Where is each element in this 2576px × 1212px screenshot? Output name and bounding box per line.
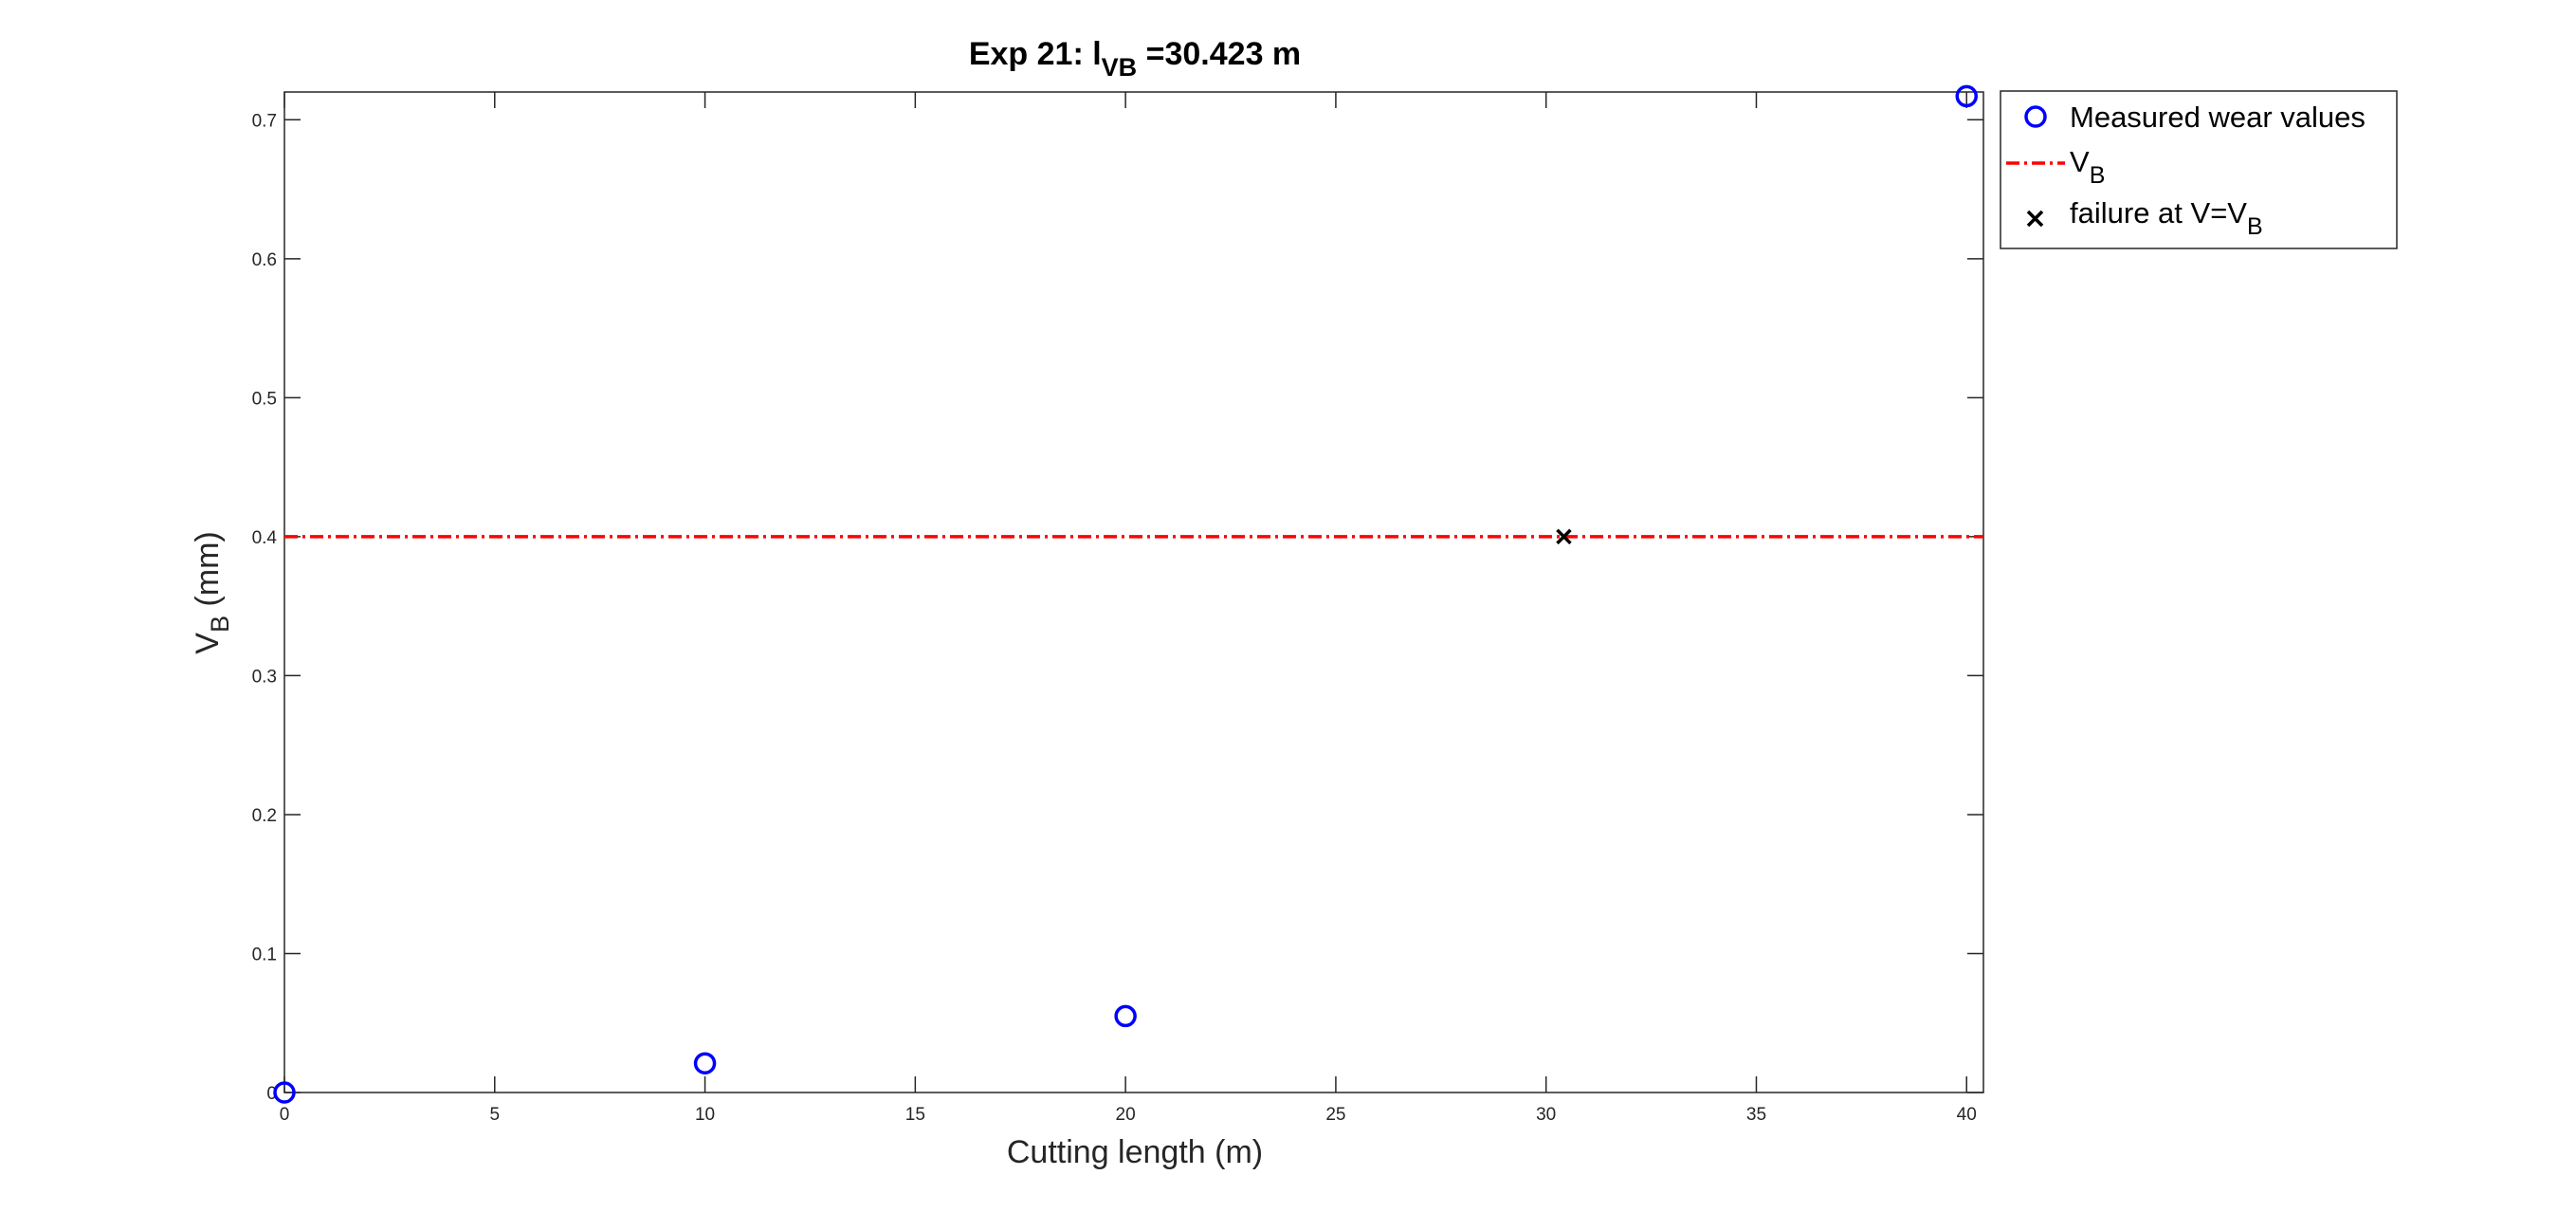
measured-wear-point: [1114, 1004, 1137, 1028]
legend-vb-main: V: [2070, 145, 2090, 178]
y-axis-ticks: 0 0.1 0.2 0.3 0.4 0.5 0.6 0.7: [252, 111, 1983, 1104]
x-tick-label: 10: [695, 1105, 715, 1125]
measured-wear-point: [273, 1081, 296, 1104]
legend-label-failure: failure at V=VB: [2070, 196, 2263, 240]
legend-failure-subscript: B: [2247, 213, 2263, 240]
y-tick-label: 0.4: [252, 528, 278, 548]
x-tick-label: 35: [1746, 1105, 1766, 1125]
legend: Measured wear values VB failure at V=VB: [2000, 90, 2398, 249]
x-tick-label: 25: [1325, 1105, 1345, 1125]
legend-marker-failure: [2026, 210, 2044, 228]
legend-box: [2000, 90, 2398, 249]
legend-vb-subscript: B: [2090, 162, 2106, 189]
y-tick-label: 0.1: [252, 945, 277, 964]
y-tick-label: 0.5: [252, 389, 277, 409]
x-axis-label: Cutting length (m): [1007, 1134, 1263, 1170]
y-label-main: V: [190, 633, 226, 654]
title-subscript: VB: [1102, 53, 1138, 82]
legend-label-measured: Measured wear values: [2070, 101, 2366, 134]
y-axis-label: VB (mm): [190, 531, 234, 653]
x-tick-label: 40: [1957, 1105, 1977, 1125]
failure-point: [1556, 528, 1572, 545]
x-tick-label: 20: [1116, 1105, 1136, 1125]
y-label-subscript: B: [206, 615, 234, 633]
x-tick-label: 5: [489, 1105, 500, 1125]
x-tick-label: 30: [1536, 1105, 1556, 1125]
chart-title: Exp 21: lVB =30.423 m: [969, 36, 1301, 82]
legend-marker-measured: [2024, 105, 2047, 128]
y-tick-label: 0: [266, 1084, 277, 1104]
y-label-suffix: (mm): [190, 531, 226, 615]
plot-area: [283, 91, 1984, 1093]
legend-label-vb: VB: [2070, 145, 2105, 189]
y-tick-label: 0.3: [252, 667, 277, 687]
legend-failure-main: failure at V=V: [2070, 196, 2247, 230]
y-tick-label: 0.6: [252, 250, 277, 270]
x-tick-label: 0: [280, 1105, 290, 1125]
series-layer: [273, 84, 1983, 1104]
title-suffix: =30.423 m: [1137, 36, 1301, 72]
title-prefix: Exp 21: l: [969, 36, 1102, 72]
x-tick-label: 15: [905, 1105, 925, 1125]
y-tick-label: 0.2: [252, 806, 277, 826]
y-tick-label: 0.7: [252, 111, 277, 131]
measured-wear-point: [1955, 84, 1979, 108]
x-axis-ticks: 0 5 10 15 20 25 30 35 40: [280, 92, 1977, 1125]
measured-wear-point: [693, 1052, 717, 1074]
